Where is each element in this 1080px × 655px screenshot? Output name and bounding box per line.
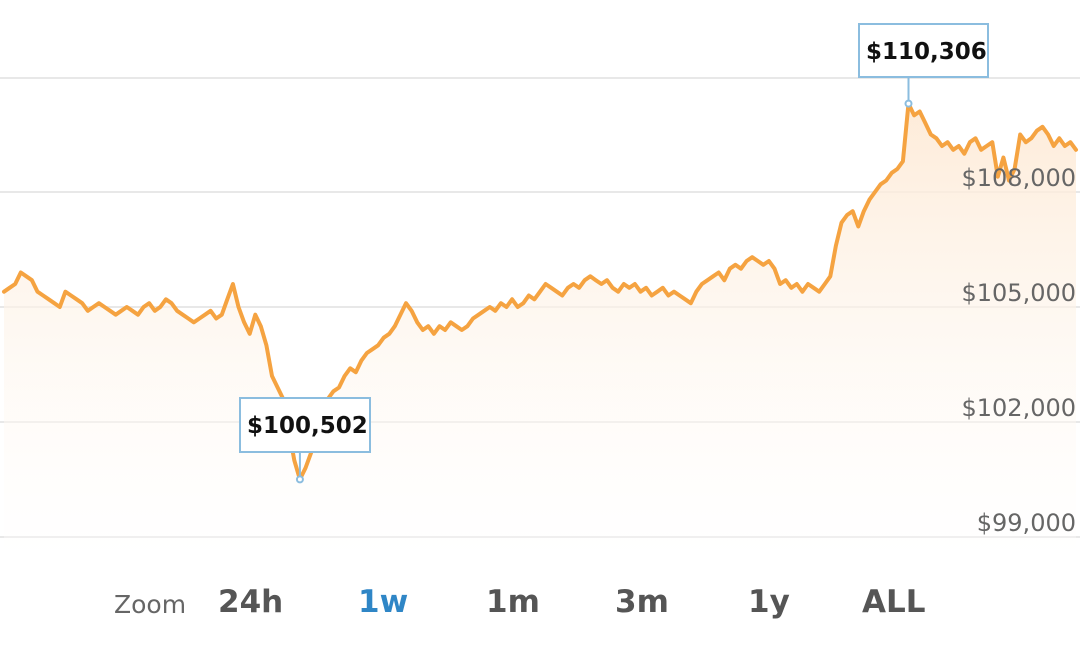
callout-low: $100,502 <box>239 397 371 484</box>
zoom-1y-button[interactable]: 1y <box>748 584 790 620</box>
y-tick-label: $105,000 <box>961 279 1076 307</box>
zoom-1w-button[interactable]: 1w <box>358 584 409 620</box>
zoom-bar: Zoom 24h 1w 1m 3m 1y ALL <box>0 580 1080 635</box>
price-area <box>4 103 1076 560</box>
zoom-3m-button[interactable]: 3m <box>615 584 669 620</box>
callout-high-dot <box>904 99 913 108</box>
price-line <box>2 101 1078 482</box>
callout-low-box <box>239 397 371 453</box>
y-tick-label: $99,000 <box>977 509 1076 537</box>
zoom-1m-button[interactable]: 1m <box>486 584 540 620</box>
y-tick-label: $102,000 <box>961 394 1076 422</box>
zoom-24h-button[interactable]: 24h <box>218 584 284 620</box>
callout-low-label: $100,502 <box>247 413 368 439</box>
callout-low-dot <box>295 475 304 484</box>
zoom-label: Zoom <box>114 590 187 619</box>
zoom-all-button[interactable]: ALL <box>862 584 926 620</box>
y-axis: $108,000 $105,000 $102,000 $99,000 <box>961 164 1076 537</box>
callout-high-label: $110,306 <box>866 39 987 65</box>
callout-high-box <box>858 23 989 78</box>
callout-high: $110,306 <box>858 23 989 108</box>
y-tick-label: $108,000 <box>961 164 1076 192</box>
